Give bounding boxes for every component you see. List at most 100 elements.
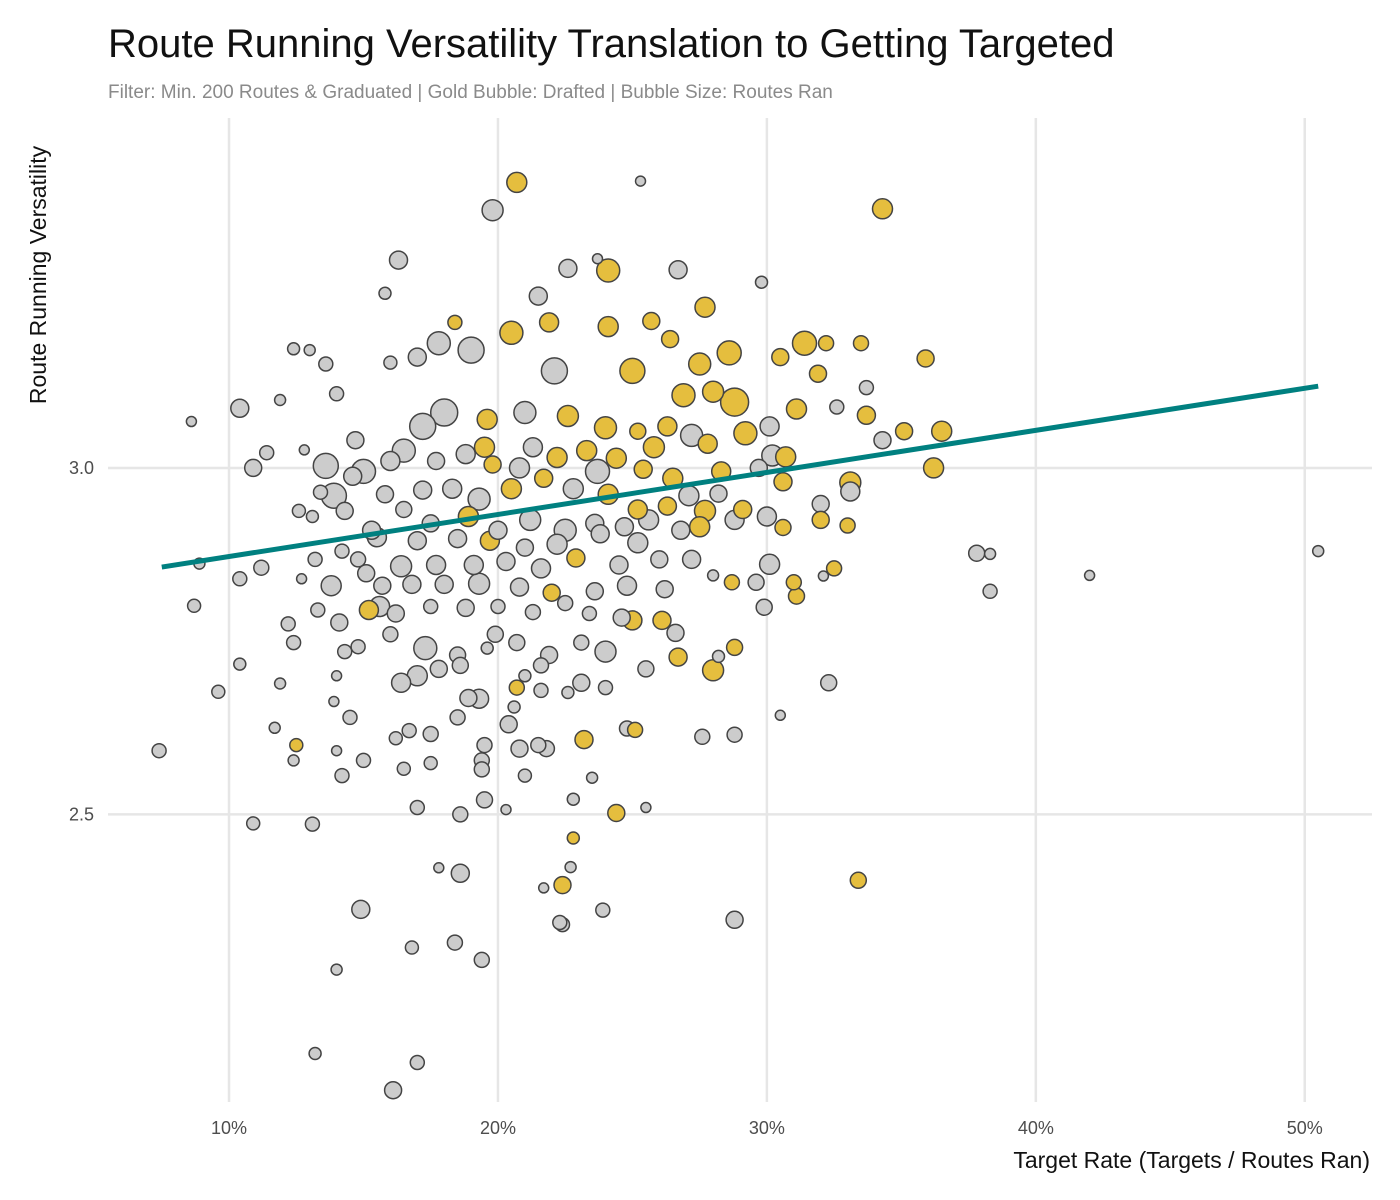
undrafted-point: [858, 379, 875, 396]
drafted-point: [671, 382, 696, 408]
undrafted-point: [817, 570, 830, 582]
undrafted-point: [983, 547, 997, 561]
undrafted-point: [591, 252, 604, 265]
undrafted-point: [517, 768, 533, 783]
undrafted-point: [185, 415, 198, 428]
drafted-point: [499, 320, 524, 346]
drafted-point: [719, 387, 750, 417]
undrafted-point: [490, 598, 506, 615]
undrafted-point: [475, 791, 494, 809]
undrafted-point: [425, 554, 447, 576]
undrafted-point: [513, 400, 537, 425]
undrafted-point: [426, 451, 446, 471]
undrafted-point: [694, 728, 711, 746]
drafted-point: [871, 198, 894, 220]
undrafted-point: [383, 355, 398, 370]
undrafted-point: [404, 940, 420, 955]
drafted-point: [508, 679, 526, 696]
undrafted-point: [413, 635, 438, 661]
undrafted-point: [463, 554, 485, 576]
undrafted-point: [330, 613, 349, 632]
undrafted-point: [304, 816, 321, 832]
undrafted-point: [518, 669, 532, 683]
undrafted-point: [726, 726, 743, 743]
x-tick-label: 20%: [480, 1118, 516, 1138]
undrafted-point: [334, 543, 350, 559]
undrafted-point: [1311, 544, 1325, 558]
undrafted-point: [564, 860, 577, 874]
undrafted-point: [268, 721, 281, 735]
undrafted-point: [375, 485, 395, 504]
drafted-point: [546, 446, 568, 469]
undrafted-point: [455, 443, 476, 465]
undrafted-point: [426, 330, 452, 356]
undrafted-point: [873, 430, 892, 450]
undrafted-point: [422, 598, 439, 615]
undrafted-point: [509, 577, 530, 597]
undrafted-point: [429, 659, 449, 679]
drafted-point: [533, 468, 554, 489]
undrafted-point: [540, 357, 569, 385]
x-tick-label: 30%: [749, 1118, 785, 1138]
undrafted-point: [473, 761, 491, 778]
undrafted-point: [572, 673, 591, 693]
undrafted-point: [380, 450, 401, 472]
undrafted-point: [594, 640, 617, 663]
drafted-point: [701, 659, 725, 682]
undrafted-point: [967, 544, 986, 562]
drafted-point: [732, 499, 753, 520]
drafted-point: [652, 610, 672, 631]
undrafted-point: [342, 709, 358, 726]
undrafted-point: [330, 744, 343, 757]
undrafted-point: [291, 503, 307, 519]
drafted-point: [500, 477, 523, 500]
drafted-point: [605, 447, 628, 469]
drafted-point: [660, 329, 680, 349]
undrafted-point: [456, 598, 475, 618]
undrafted-point: [280, 616, 296, 632]
drafted-point: [593, 416, 618, 440]
drafted-point: [556, 404, 580, 428]
drafted-point: [787, 587, 806, 605]
drafted-point: [922, 457, 945, 479]
undrafted-point: [330, 963, 343, 976]
x-axis-title: Target Rate (Targets / Routes Ran): [1013, 1147, 1370, 1173]
x-tick-label: 10%: [211, 1118, 247, 1138]
x-tick-label: 40%: [1018, 1118, 1054, 1138]
undrafted-point: [530, 736, 547, 754]
drafted-point: [473, 436, 496, 458]
undrafted-point: [754, 275, 769, 289]
drafted-point: [289, 737, 304, 753]
undrafted-point: [310, 602, 326, 618]
undrafted-point: [342, 466, 363, 487]
undrafted-point: [566, 792, 581, 806]
undrafted-point: [386, 604, 406, 623]
drafted-point: [657, 496, 678, 516]
undrafted-point: [335, 501, 354, 521]
undrafted-point: [634, 175, 647, 187]
undrafted-point: [407, 347, 428, 367]
undrafted-point: [510, 739, 529, 758]
undrafted-point: [450, 863, 471, 884]
undrafted-point: [819, 674, 838, 692]
undrafted-point: [612, 608, 631, 627]
drafted-point: [694, 296, 716, 318]
undrafted-point: [330, 670, 343, 682]
undrafted-point: [558, 258, 578, 279]
undrafted-point: [449, 709, 466, 726]
undrafted-point: [409, 799, 426, 816]
undrafted-point: [524, 603, 542, 621]
undrafted-point: [840, 481, 861, 502]
undrafted-point: [334, 767, 350, 784]
undrafted-point: [388, 250, 409, 270]
undrafted-point: [457, 336, 485, 364]
drafted-point: [723, 574, 741, 591]
undrafted-point: [402, 574, 422, 595]
undrafted-point: [678, 484, 700, 507]
undrafted-point: [383, 1080, 403, 1100]
drafted-point: [930, 420, 953, 442]
undrafted-point: [508, 633, 526, 652]
undrafted-point: [211, 684, 226, 700]
undrafted-point: [349, 551, 367, 568]
undrafted-point: [711, 649, 726, 664]
